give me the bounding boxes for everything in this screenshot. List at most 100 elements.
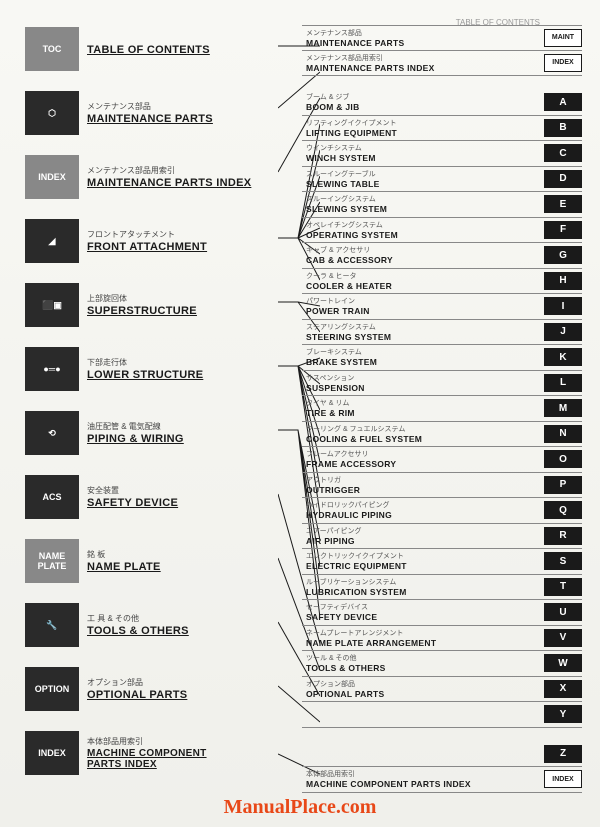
section-tab: R: [544, 527, 582, 545]
detail-row[interactable]: 本体部品用索引 MACHINE COMPONENT PARTS INDEX IN…: [302, 767, 582, 793]
detail-en-label: HYDRAULIC PIPING: [306, 510, 540, 520]
section-tab: U: [544, 603, 582, 621]
detail-row[interactable]: クーラ & ヒータ COOLER & HEATER H: [302, 269, 582, 295]
detail-text: アウトリガ OUTRIGGER: [302, 475, 540, 495]
detail-row[interactable]: ルーブリケーションシステム LUBRICATION SYSTEM T: [302, 575, 582, 601]
section-tab: Y: [544, 705, 582, 723]
detail-text: ブーム & ジブ BOOM & JIB: [302, 92, 540, 112]
detail-row[interactable]: アウトリガ OUTRIGGER P: [302, 473, 582, 499]
main-section-item[interactable]: INDEX メンテナンス部品用索引 MAINTENANCE PARTS INDE…: [25, 153, 275, 201]
detail-row[interactable]: ステアリングシステム STEERING SYSTEM J: [302, 320, 582, 346]
section-tab: F: [544, 221, 582, 239]
detail-row[interactable]: クーリング & フュエルシステム COOLING & FUEL SYSTEM N: [302, 422, 582, 448]
detail-jp-label: スルーイングシステム: [306, 194, 540, 204]
detail-row[interactable]: ネームプレートアレンジメント NAME PLATE ARRANGEMENT V: [302, 626, 582, 652]
section-icon: ACS: [25, 475, 79, 519]
page-container: TABLE OF CONTENTS TOC TABLE OF CONTENTS …: [0, 0, 600, 827]
detail-row[interactable]: オプション部品 OPTIONAL PARTS X: [302, 677, 582, 703]
detail-jp-label: ルーブリケーションシステム: [306, 577, 540, 587]
section-tab: V: [544, 629, 582, 647]
detail-jp-label: クーラ & ヒータ: [306, 271, 540, 281]
detail-jp-label: オペレイチングシステム: [306, 220, 540, 230]
detail-row[interactable]: スルーイングシステム SLEWING SYSTEM E: [302, 192, 582, 218]
main-section-item[interactable]: INDEX 本体部品用索引 MACHINE COMPONENTPARTS IND…: [25, 729, 275, 777]
detail-en-label: WINCH SYSTEM: [306, 153, 540, 163]
detail-text: リフティングイクイプメント LIFTING EQUIPMENT: [302, 118, 540, 138]
detail-text: タイヤ & リム TIRE & RIM: [302, 398, 540, 418]
main-section-item[interactable]: OPTION オプション部品 OPTIONAL PARTS: [25, 665, 275, 713]
detail-text: キャブ & アクセサリ CAB & ACCESSORY: [302, 245, 540, 265]
main-jp-label: 本体部品用索引: [87, 736, 275, 747]
detail-jp-label: サスペンション: [306, 373, 540, 383]
detail-jp-label: メンテナンス部品用索引: [306, 53, 540, 63]
main-section-item[interactable]: ◢ フロントアタッチメント FRONT ATTACHMENT: [25, 217, 275, 265]
detail-row[interactable]: フレームアクセサリ FRAME ACCESSORY O: [302, 447, 582, 473]
detail-row[interactable]: ハイドロリックパイピング HYDRAULIC PIPING Q: [302, 498, 582, 524]
main-en-title: TABLE OF CONTENTS: [87, 44, 275, 56]
detail-en-label: OPTIONAL PARTS: [306, 689, 540, 699]
detail-en-label: BOOM & JIB: [306, 102, 540, 112]
section-tab: L: [544, 374, 582, 392]
detail-en-label: COOLING & FUEL SYSTEM: [306, 434, 540, 444]
main-section-item[interactable]: TOC TABLE OF CONTENTS: [25, 25, 275, 73]
detail-row[interactable]: エレクトリックイクイプメント ELECTRIC EQUIPMENT S: [302, 549, 582, 575]
section-tab: A: [544, 93, 582, 111]
main-en-title: SUPERSTRUCTURE: [87, 305, 275, 317]
main-en-title: LOWER STRUCTURE: [87, 369, 275, 381]
main-jp-label: 安全装置: [87, 485, 275, 496]
detail-en-label: LIFTING EQUIPMENT: [306, 128, 540, 138]
detail-items-column: メンテナンス部品 MAINTENANCE PARTS MAINT メンテナンス部…: [302, 25, 582, 793]
detail-text: セーフティデバイス SAFETY DEVICE: [302, 602, 540, 622]
main-section-item[interactable]: ⬡ メンテナンス部品 MAINTENANCE PARTS: [25, 89, 275, 137]
detail-row[interactable]: キャブ & アクセサリ CAB & ACCESSORY G: [302, 243, 582, 269]
detail-text: クーリング & フュエルシステム COOLING & FUEL SYSTEM: [302, 424, 540, 444]
main-section-item[interactable]: NAME PLATE 銘 板 NAME PLATE: [25, 537, 275, 585]
main-section-item[interactable]: ACS 安全装置 SAFETY DEVICE: [25, 473, 275, 521]
detail-jp-label: ツール & その他: [306, 653, 540, 663]
detail-row[interactable]: オペレイチングシステム OPERATING SYSTEM F: [302, 218, 582, 244]
detail-row[interactable]: ツール & その他 TOOLS & OTHERS W: [302, 651, 582, 677]
detail-row[interactable]: リフティングイクイプメント LIFTING EQUIPMENT B: [302, 116, 582, 142]
detail-jp-label: フレームアクセサリ: [306, 449, 540, 459]
section-tab: Z: [544, 745, 582, 763]
main-text-block: 油圧配管 & 電気配線 PIPING & WIRING: [87, 421, 275, 445]
main-section-item[interactable]: ●═● 下部走行体 LOWER STRUCTURE: [25, 345, 275, 393]
main-text-block: TABLE OF CONTENTS: [87, 43, 275, 56]
detail-row[interactable]: Z: [302, 742, 582, 768]
detail-jp-label: セーフティデバイス: [306, 602, 540, 612]
detail-row[interactable]: メンテナンス部品用索引 MAINTENANCE PARTS INDEX INDE…: [302, 51, 582, 77]
section-tab: J: [544, 323, 582, 341]
detail-row[interactable]: スルーイングテーブル SLEWING TABLE D: [302, 167, 582, 193]
detail-en-label: POWER TRAIN: [306, 306, 540, 316]
detail-jp-label: アウトリガ: [306, 475, 540, 485]
watermark-text: ManualPlace.com: [224, 796, 377, 819]
section-tab: INDEX: [544, 770, 582, 788]
detail-row[interactable]: サスペンション SUSPENSION L: [302, 371, 582, 397]
section-tab: H: [544, 272, 582, 290]
detail-text: オペレイチングシステム OPERATING SYSTEM: [302, 220, 540, 240]
detail-row[interactable]: タイヤ & リム TIRE & RIM M: [302, 396, 582, 422]
detail-text: エアーパイピング AIR PIPING: [302, 526, 540, 546]
main-en-title: PARTS INDEX: [87, 759, 275, 770]
detail-row[interactable]: メンテナンス部品 MAINTENANCE PARTS MAINT: [302, 25, 582, 51]
detail-jp-label: パワートレイン: [306, 296, 540, 306]
main-jp-label: メンテナンス部品: [87, 101, 275, 112]
main-en-title: MAINTENANCE PARTS INDEX: [87, 177, 275, 189]
detail-jp-label: キャブ & アクセサリ: [306, 245, 540, 255]
detail-text: ブレーキシステム BRAKE SYSTEM: [302, 347, 540, 367]
main-text-block: フロントアタッチメント FRONT ATTACHMENT: [87, 229, 275, 253]
main-section-item[interactable]: ⬛▣ 上部旋回体 SUPERSTRUCTURE: [25, 281, 275, 329]
detail-row[interactable]: セーフティデバイス SAFETY DEVICE U: [302, 600, 582, 626]
main-text-block: オプション部品 OPTIONAL PARTS: [87, 677, 275, 701]
main-section-item[interactable]: 🔧 工 具 & その他 TOOLS & OTHERS: [25, 601, 275, 649]
detail-row[interactable]: ブレーキシステム BRAKE SYSTEM K: [302, 345, 582, 371]
main-jp-label: オプション部品: [87, 677, 275, 688]
detail-row[interactable]: ウインチシステム WINCH SYSTEM C: [302, 141, 582, 167]
detail-row[interactable]: パワートレイン POWER TRAIN I: [302, 294, 582, 320]
detail-row[interactable]: ブーム & ジブ BOOM & JIB A: [302, 90, 582, 116]
main-en-title: MAINTENANCE PARTS: [87, 113, 275, 125]
main-section-item[interactable]: ⟲ 油圧配管 & 電気配線 PIPING & WIRING: [25, 409, 275, 457]
detail-row[interactable]: エアーパイピング AIR PIPING R: [302, 524, 582, 550]
main-text-block: 上部旋回体 SUPERSTRUCTURE: [87, 293, 275, 317]
detail-row[interactable]: Y: [302, 702, 582, 728]
